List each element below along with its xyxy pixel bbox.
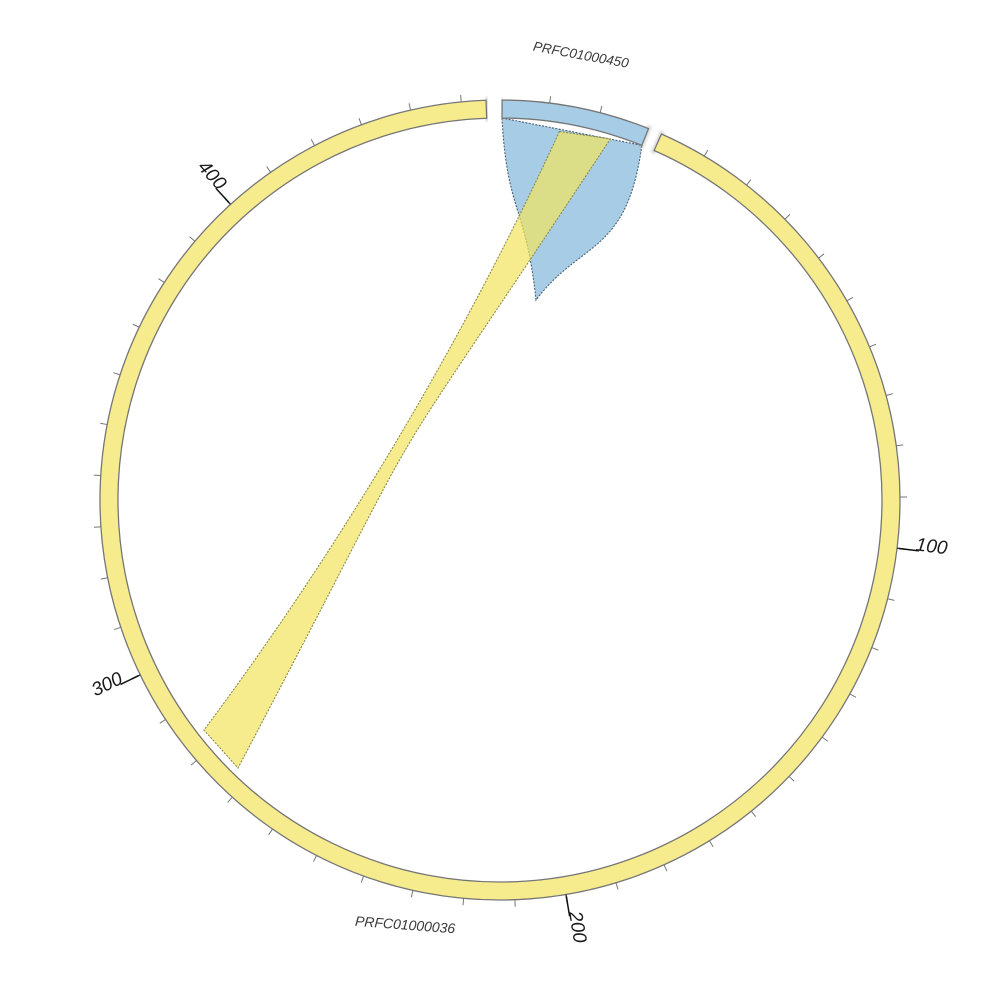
svg-text:100: 100: [914, 535, 948, 560]
